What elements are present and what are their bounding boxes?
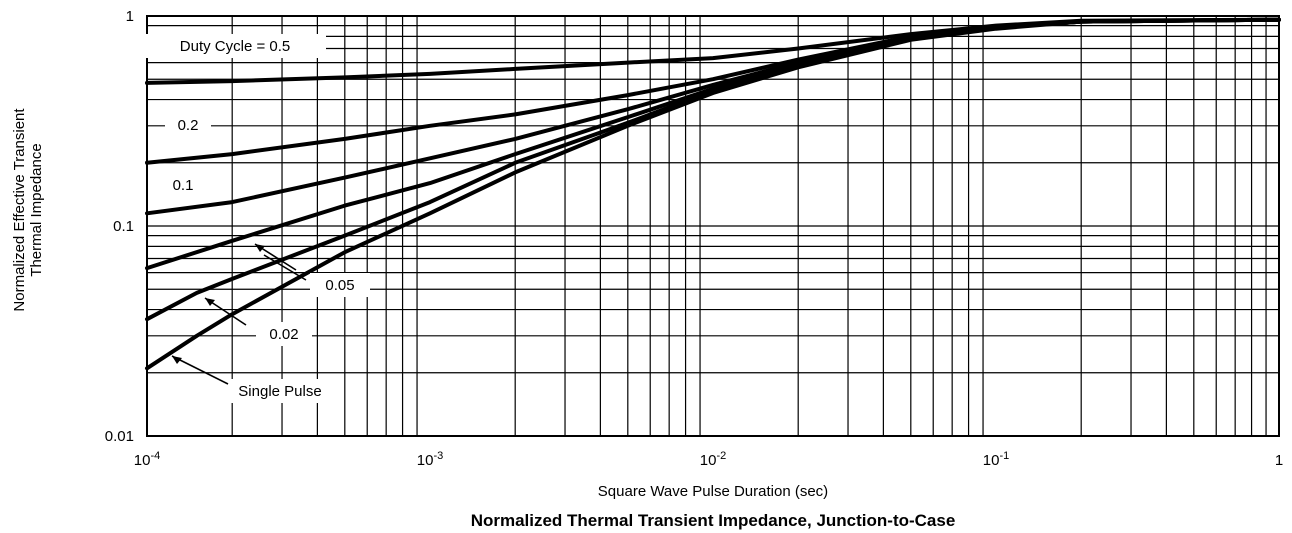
x-axis-label: Square Wave Pulse Duration (sec) bbox=[598, 483, 828, 500]
x-tick-label: 10-4 bbox=[134, 450, 160, 469]
curve-label: 0.05 bbox=[325, 277, 354, 294]
curve-label: Single Pulse bbox=[238, 383, 321, 400]
leader-arrowhead bbox=[172, 356, 182, 364]
tick-labels: 10-4 10-3 10-2 10-1 1 0.01 0.1 1 bbox=[105, 8, 1283, 469]
curve-label: 0.02 bbox=[269, 326, 298, 343]
x-tick-label: 1 bbox=[1275, 452, 1283, 469]
curve-label-bg bbox=[161, 173, 205, 197]
y-tick-label: 0.1 bbox=[113, 218, 134, 235]
leader-arrowhead bbox=[255, 244, 265, 252]
y-tick-label: 1 bbox=[126, 8, 134, 25]
y-axis-label-line2: Thermal Impedance bbox=[28, 143, 45, 276]
y-axis-label-line1: Normalized Effective Transient bbox=[11, 108, 28, 312]
leader-arrowhead bbox=[205, 298, 215, 306]
curve-label-bg bbox=[223, 379, 337, 403]
x-tick-label: 10-2 bbox=[700, 450, 726, 469]
y-tick-label: 0.01 bbox=[105, 428, 134, 445]
curve-label: 0.1 bbox=[173, 177, 194, 194]
leader-line bbox=[263, 254, 307, 281]
curve-label-bg bbox=[256, 322, 312, 346]
series-line-5 bbox=[145, 17, 1281, 371]
grid bbox=[147, 16, 1279, 437]
x-tick-label: 10-1 bbox=[983, 450, 1009, 469]
curve-label-bg bbox=[144, 34, 326, 58]
curve-label-bg bbox=[310, 273, 370, 297]
plot-frame bbox=[146, 15, 1280, 437]
curve-label-bg bbox=[165, 113, 211, 137]
chart-title: Normalized Thermal Transient Impedance, … bbox=[471, 511, 956, 530]
curves bbox=[145, 17, 1281, 371]
curve-label: Duty Cycle = 0.5 bbox=[180, 38, 290, 55]
x-tick-label: 10-3 bbox=[417, 450, 443, 469]
curve-annotations: Duty Cycle = 0.5 0.2 0.1 0.05 0.02 Single Pul… bbox=[144, 34, 370, 403]
leader-line bbox=[171, 355, 229, 385]
curve-label: 0.2 bbox=[178, 117, 199, 134]
